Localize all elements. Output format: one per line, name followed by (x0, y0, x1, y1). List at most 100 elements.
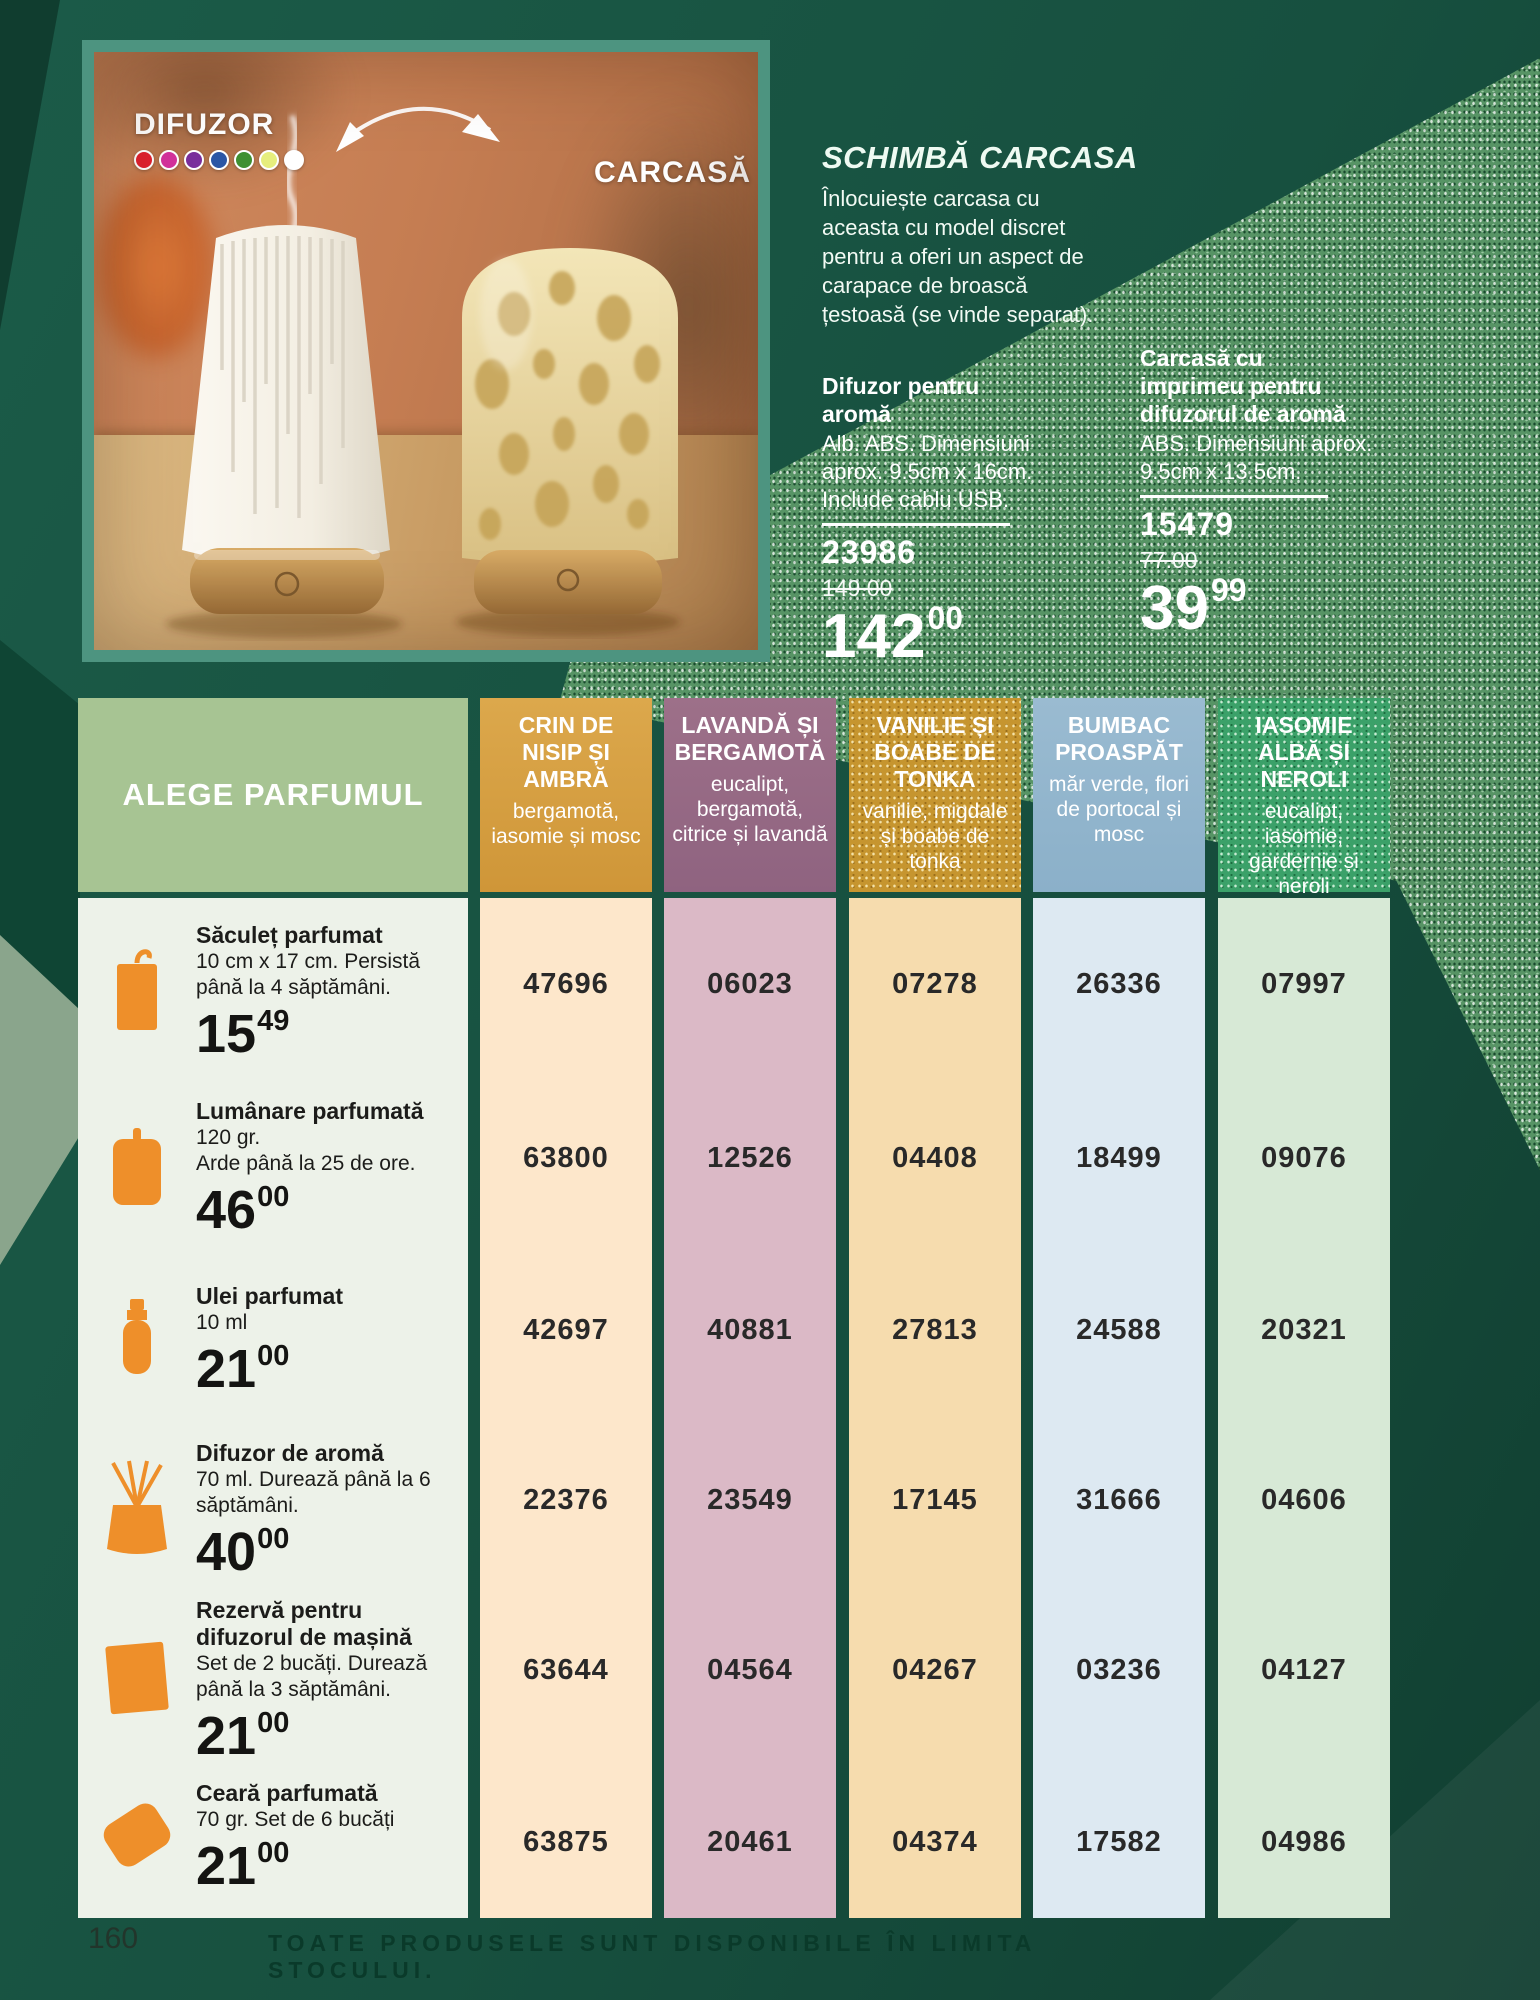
scent-header-bumbac: BUMBAC PROASPĂT măr verde, flori de port… (1033, 698, 1205, 892)
price-int: 21 (196, 1705, 257, 1766)
diffusers-illustration (166, 114, 680, 638)
row-desc: 10 cm x 17 cm. Persistă până la 4 săptăm… (196, 950, 421, 1000)
code-cell: 06023 (707, 968, 793, 1000)
code-cell: 04606 (1261, 1484, 1347, 1516)
price-int: 39 (1140, 574, 1209, 643)
table-title-label: ALEGE PARFUMUL (122, 777, 424, 812)
table-title: ALEGE PARFUMUL (78, 698, 468, 892)
code-cell: 23549 (707, 1484, 793, 1516)
product-code: 15479 (1140, 506, 1234, 542)
code-cell: 04564 (707, 1654, 793, 1686)
code-cell: 20321 (1261, 1314, 1347, 1346)
row-title: Ulei parfumat (196, 1283, 343, 1310)
scent-header-lavanda: LAVANDĂ ȘI BERGAMOTĂ eucalipt, bergamotă… (664, 698, 836, 892)
scent-notes: vanilie, migdale și boabe de tonka (862, 800, 1008, 873)
row-price: 4000 (196, 1525, 460, 1580)
code-cell: 20461 (707, 1826, 793, 1858)
row-price: 2100 (196, 1839, 460, 1894)
code-cell: 12526 (707, 1142, 793, 1174)
table-row-difuzor: Difuzor de aromă 70 ml. Durează până la … (78, 1424, 468, 1592)
code-cell: 40881 (707, 1314, 793, 1346)
product-label-column (78, 898, 468, 1918)
code-cell: 27813 (892, 1314, 978, 1346)
product-old-price: 77.00 (1140, 547, 1198, 573)
price-int: 40 (196, 1522, 257, 1583)
scent-header-crin: CRIN DE NISIP ȘI AMBRĂ bergamotă, iasomi… (480, 698, 652, 892)
led-dot-purple (184, 150, 204, 170)
row-price: 1549 (196, 1007, 460, 1062)
scent-notes: bergamotă, iasomie și mosc (491, 800, 641, 848)
row-title: Ceară parfumată (196, 1780, 378, 1807)
led-dot-red (134, 150, 154, 170)
price-sup: 00 (257, 1181, 290, 1214)
led-dot-green (234, 150, 254, 170)
price-sup: 00 (257, 1340, 290, 1373)
scent-body-vanilie (849, 898, 1021, 1918)
code-cell: 07997 (1261, 968, 1347, 1000)
row-title: Săculeț parfumat (196, 922, 383, 949)
product-desc: Alb. ABS. Dimensiuni aprox. 9.5cm x 16cm… (822, 431, 1033, 512)
led-dot-yellow (259, 150, 279, 170)
table-row-lumanare: Lumânare parfumată 120 gr. Arde până la … (78, 1080, 468, 1252)
row-price: 2100 (196, 1708, 460, 1763)
table-row-ulei: Ulei parfumat 10 ml 2100 (78, 1252, 468, 1424)
row-price: 2100 (196, 1342, 460, 1397)
product-name: Carcasă cu imprimeu pentru difuzorul de … (1140, 345, 1346, 427)
row-desc: 10 ml (196, 1311, 248, 1335)
scent-title: LAVANDĂ ȘI BERGAMOTĂ (674, 712, 826, 765)
product-photo: DIFUZOR CARCASĂ (94, 52, 758, 650)
table-row-rezerva: Rezervă pentru difuzorul de mașină Set d… (78, 1592, 468, 1764)
scent-title: IASOMIE ALBĂ ȘI NEROLI (1255, 712, 1353, 792)
led-dot-magenta (159, 150, 179, 170)
scent-body-crin (480, 898, 652, 1918)
table-row-ceara: Ceară parfumată 70 gr. Set de 6 bucăți 2… (78, 1758, 468, 1912)
code-cell: 03236 (1076, 1654, 1162, 1686)
code-cell: 26336 (1076, 968, 1162, 1000)
code-cell: 04408 (892, 1142, 978, 1174)
price-sup: 00 (927, 600, 964, 636)
refill-card-icon (78, 1634, 196, 1722)
cover-label: CARCASĂ (594, 156, 751, 189)
page-number: 160 (88, 1922, 139, 1955)
white-diffuser (182, 225, 390, 614)
led-color-dots (134, 150, 304, 170)
price-int: 15 (196, 1004, 257, 1065)
photo-vignette (94, 52, 758, 650)
reed-diffuser-icon (78, 1459, 196, 1557)
diffuser-label: DIFUZOR (134, 108, 275, 141)
row-price: 4600 (196, 1183, 460, 1238)
code-cell: 17582 (1076, 1826, 1162, 1858)
code-cell: 22376 (523, 1484, 609, 1516)
row-desc: 70 gr. Set de 6 bucăți (196, 1808, 395, 1832)
row-title: Difuzor de aromă (196, 1440, 384, 1467)
led-dot-white (284, 150, 304, 170)
code-cell: 04267 (892, 1654, 978, 1686)
scent-body-iasomie (1218, 898, 1390, 1918)
promo-title: SCHIMBĂ CARCASA (822, 140, 1138, 175)
led-dot-blue (209, 150, 229, 170)
code-cell: 07278 (892, 968, 978, 1000)
price-sup: 00 (257, 1706, 290, 1739)
price-sup: 49 (257, 1005, 290, 1038)
scent-title: VANILIE ȘI BOABE DE TONKA (874, 712, 996, 792)
row-desc: Set de 2 bucăți. Durează până la 3 săptă… (196, 1651, 428, 1701)
divider (1140, 495, 1328, 498)
price-int: 142 (822, 602, 926, 671)
code-cell: 47696 (523, 968, 609, 1000)
code-cell: 31666 (1076, 1484, 1162, 1516)
code-cell: 24588 (1076, 1314, 1162, 1346)
product-code: 23986 (822, 534, 916, 570)
row-title: Lumânare parfumată (196, 1098, 424, 1125)
scent-notes: eucalipt, iasomie, gardernie și neroli (1249, 800, 1359, 898)
price-int: 21 (196, 1339, 257, 1400)
product-price: 14200 (822, 602, 1078, 668)
code-cell: 42697 (523, 1314, 609, 1346)
scent-title: CRIN DE NISIP ȘI AMBRĂ (518, 712, 614, 792)
oil-bottle-icon (78, 1293, 196, 1383)
row-title: Rezervă pentru difuzorul de mașină (196, 1596, 412, 1650)
code-cell: 63800 (523, 1142, 609, 1174)
tortoise-shell-cover (462, 248, 678, 614)
product-name: Difuzor pentru aromă (822, 373, 980, 427)
code-cell: 04986 (1261, 1826, 1347, 1858)
